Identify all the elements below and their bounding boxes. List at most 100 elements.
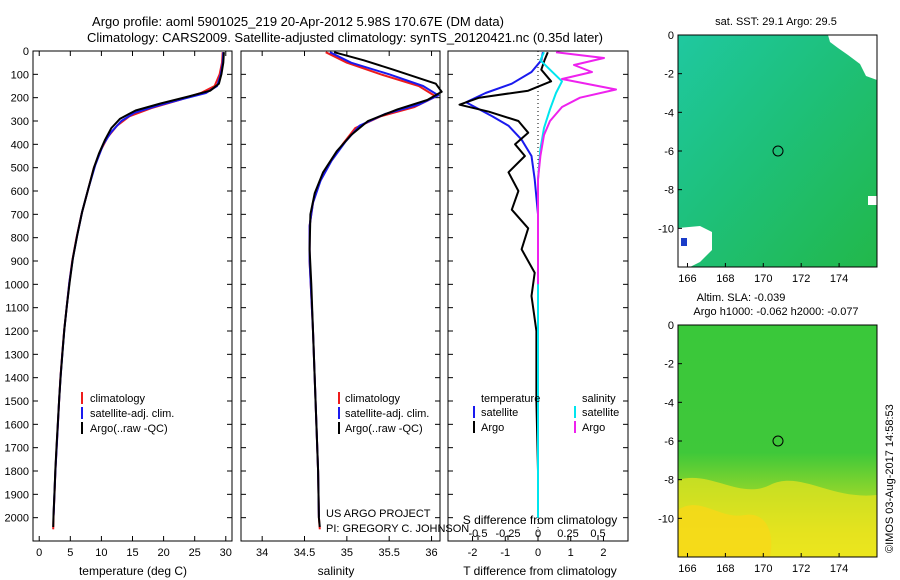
imos-stamp: ©IMOS 03-Aug-2017 14:58:53 <box>884 404 896 553</box>
x-tick-label-s: -0.25 <box>495 528 520 540</box>
legend-label-s-argo: Argo <box>582 422 605 434</box>
map-x-tick-label: 174 <box>830 273 848 285</box>
y-tick-label: 1400 <box>5 373 29 385</box>
map-y-tick-label: -6 <box>664 146 674 158</box>
legend-label-t-argo: Argo <box>481 422 504 434</box>
x-tick-label-t: 0 <box>535 547 541 559</box>
temperature-panel-frame <box>32 50 233 542</box>
y-tick-label: 1300 <box>5 349 29 361</box>
sst-island <box>681 238 687 246</box>
sst-map-axes: 166 168 170 172 174 0 -2 -4 -6 -8 -10 <box>658 30 848 285</box>
legend-label-argo: Argo(..raw -QC) <box>345 423 423 435</box>
y-tick-label: 2000 <box>5 513 29 525</box>
y-tick-label: 1900 <box>5 489 29 501</box>
y-tick-label: 1500 <box>5 396 29 408</box>
sst-map-title: sat. SST: 29.1 Argo: 29.5 <box>715 16 837 28</box>
diff-xlabel-top: S difference from climatology <box>463 513 618 527</box>
project-credit: US ARGO PROJECT <box>326 508 431 520</box>
difference-plot: -2 -1 0 1 2 -0.5 -0.25 0 0.25 0.5 <box>448 50 628 559</box>
figure-title-line2: Climatology: CARS2009. Satellite-adjuste… <box>87 30 603 45</box>
y-tick-label: 300 <box>11 116 29 128</box>
sst-map <box>677 34 878 268</box>
x-tick-label: 10 <box>95 547 107 559</box>
map-x-tick-label: 166 <box>678 273 696 285</box>
y-tick-label: 1700 <box>5 443 29 455</box>
x-tick-label: 34 <box>256 547 268 559</box>
map-y-tick-label: -6 <box>664 436 674 448</box>
legend-salinity: climatology satellite-adj. clim. Argo(..… <box>338 392 429 435</box>
salinity-xlabel: salinity <box>318 564 355 578</box>
x-tick-label: 5 <box>67 547 73 559</box>
temperature-xlabel: temperature (deg C) <box>79 564 187 578</box>
y-tick-label: 0 <box>23 46 29 58</box>
x-tick-label: 25 <box>189 547 201 559</box>
sla-map-axes: 166 168 170 172 174 0 -2 -4 -6 -8 -10 <box>658 320 848 575</box>
legend-label-argo: Argo(..raw -QC) <box>90 423 168 435</box>
y-tick-label: 100 <box>11 69 29 81</box>
series-line-salinity-argo <box>537 51 617 285</box>
map-y-tick-label: -10 <box>658 513 674 525</box>
y-tick-label: 1100 <box>5 303 29 315</box>
map-x-tick-label: 168 <box>716 273 734 285</box>
x-tick-label-t: -2 <box>468 547 478 559</box>
map-x-tick-label: 168 <box>716 563 734 575</box>
sla-map-title-line2: Argo h1000: -0.062 h2000: -0.077 <box>693 306 858 318</box>
x-tick-label: 35.5 <box>378 547 399 559</box>
series-line-temperature-satellite <box>465 52 544 518</box>
y-tick-label: 700 <box>11 209 29 221</box>
x-tick-label-s: 0.25 <box>557 528 578 540</box>
map-y-tick-label: -2 <box>664 69 674 81</box>
legend-label-t-satellite: satellite <box>481 407 518 419</box>
y-tick-label: 400 <box>11 139 29 151</box>
legend-label-s-satellite: satellite <box>582 407 619 419</box>
sst-land-mask-sw <box>678 226 712 267</box>
legend-head-temperature: temperature <box>481 393 540 405</box>
sst-land-mask-ne <box>828 35 877 80</box>
legend-label-climatology: climatology <box>90 393 146 405</box>
x-tick-label: 20 <box>157 547 169 559</box>
sla-map-title-line1: Altim. SLA: -0.039 <box>697 292 786 304</box>
sla-warm-core <box>678 505 772 557</box>
x-tick-label: 35 <box>341 547 353 559</box>
series-line-argo-raw-qc- <box>308 51 443 528</box>
temperature-plot: 0 5 10 15 20 25 300100200300400500600700800900… <box>5 46 232 559</box>
sst-map-field <box>678 35 877 267</box>
map-y-tick-label: -10 <box>658 223 674 235</box>
x-tick-label: 30 <box>220 547 232 559</box>
map-x-tick-label: 166 <box>678 563 696 575</box>
map-y-tick-label: -2 <box>664 359 674 371</box>
y-tick-label: 1000 <box>5 279 29 291</box>
y-tick-label: 1200 <box>5 326 29 338</box>
legend-label-climatology: climatology <box>345 393 401 405</box>
x-tick-label-s: 0 <box>535 528 541 540</box>
x-tick-label: 0 <box>36 547 42 559</box>
x-tick-label: 15 <box>126 547 138 559</box>
map-y-tick-label: -4 <box>664 107 674 119</box>
salinity-panel-frame <box>240 50 441 542</box>
sst-land-mask-e <box>868 196 877 205</box>
y-tick-label: 600 <box>11 186 29 198</box>
x-tick-label: 36 <box>425 547 437 559</box>
x-tick-label-s: 0.5 <box>590 528 605 540</box>
map-y-tick-label: -4 <box>664 397 674 409</box>
sla-argo-location-marker <box>772 435 784 447</box>
y-tick-label: 900 <box>11 256 29 268</box>
series-line-argo-raw-qc- <box>52 52 225 528</box>
y-tick-label: 500 <box>11 163 29 175</box>
sla-map <box>677 324 878 558</box>
diff-xlabel-bottom: T difference from climatology <box>463 564 617 578</box>
map-x-tick-label: 170 <box>754 273 772 285</box>
map-y-tick-label: -8 <box>664 185 674 197</box>
x-tick-label-t: 2 <box>600 547 606 559</box>
map-y-tick-label: 0 <box>668 320 674 332</box>
pi-credit: PI: GREGORY C. JOHNSON <box>326 523 469 535</box>
y-tick-label: 1600 <box>5 419 29 431</box>
map-y-tick-label: 0 <box>668 30 674 42</box>
figure-title-line1: Argo profile: aoml 5901025_219 20-Apr-20… <box>92 14 504 29</box>
salinity-plot: 34 34.5 35 35.5 36 <box>241 50 443 559</box>
legend-label-satellite: satellite-adj. clim. <box>90 408 174 420</box>
map-x-tick-label: 172 <box>792 273 810 285</box>
x-tick-label: 34.5 <box>294 547 315 559</box>
map-y-tick-label: -8 <box>664 475 674 487</box>
y-tick-label: 800 <box>11 233 29 245</box>
